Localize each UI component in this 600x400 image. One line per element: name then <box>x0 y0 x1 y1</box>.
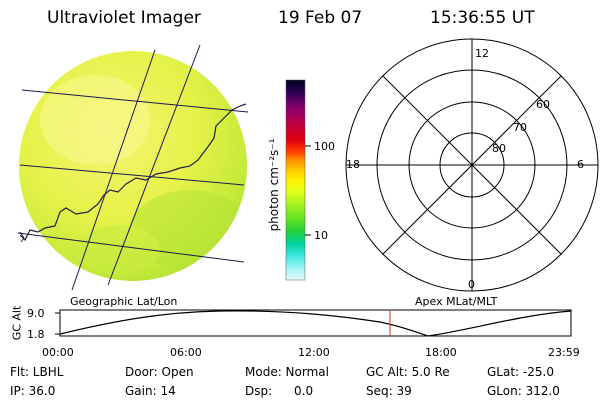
timeline-plot <box>55 309 572 337</box>
lat-label-70: 70 <box>513 121 527 134</box>
timeline-xtick-1800: 18:00 <box>425 346 457 359</box>
timeline-xtick-0000: 00:00 <box>42 346 74 359</box>
info-seq: Seq: 39 <box>366 384 412 398</box>
lat-label-80: 80 <box>492 142 506 155</box>
geo-caption: Geographic Lat/Lon <box>70 295 178 308</box>
date-display: 19 Feb 07 <box>278 8 363 28</box>
coastline <box>19 103 247 242</box>
polar-caption: Apex MLat/MLT <box>415 295 498 308</box>
info-ip: IP: 36.0 <box>10 384 56 398</box>
mlt-label-12: 12 <box>475 47 489 60</box>
app-title: Ultraviolet Imager <box>47 8 201 28</box>
colorbar-unit-label: photon cm⁻²s⁻¹ <box>267 138 281 232</box>
colorbar-ticks <box>305 145 311 236</box>
geo-grid-lines <box>17 44 249 291</box>
info-door: Door: Open <box>125 365 194 379</box>
colorbar-tick-100: 100 <box>314 140 335 153</box>
timeline-xtick-0600: 06:00 <box>170 346 202 359</box>
mlt-label-18: 18 <box>346 158 360 171</box>
colorbar <box>285 79 306 281</box>
coastline-inlet <box>19 231 25 243</box>
timeline-ytick-max: 9.0 <box>27 307 45 320</box>
info-dsp-label: Dsp: <box>245 384 273 398</box>
timeline-ytick-min: 1.8 <box>27 328 45 341</box>
info-gc-alt: GC Alt: 5.0 Re <box>366 365 450 379</box>
info-filter: Flt: LBHL <box>10 365 64 379</box>
info-gain: Gain: 14 <box>125 384 176 398</box>
mlt-label-6: 6 <box>577 158 584 171</box>
mlt-label-0: 0 <box>468 278 475 291</box>
info-mode: Mode: Normal <box>245 365 329 379</box>
uv-image-disk <box>19 51 247 281</box>
timeline-ylabel: GC Alt <box>10 305 24 341</box>
info-glat: GLat: -25.0 <box>487 365 554 379</box>
polar-grid <box>345 38 599 292</box>
time-display: 15:36:55 UT <box>430 8 535 28</box>
colorbar-tick-10: 10 <box>314 229 328 242</box>
info-dsp-value: 0.0 <box>294 384 314 398</box>
timeline-xtick-2359: 23:59 <box>548 346 580 359</box>
altitude-curve <box>59 310 572 337</box>
lat-label-60: 60 <box>536 98 550 111</box>
info-glon: GLon: 312.0 <box>487 384 560 398</box>
timeline-xtick-1200: 12:00 <box>298 346 330 359</box>
